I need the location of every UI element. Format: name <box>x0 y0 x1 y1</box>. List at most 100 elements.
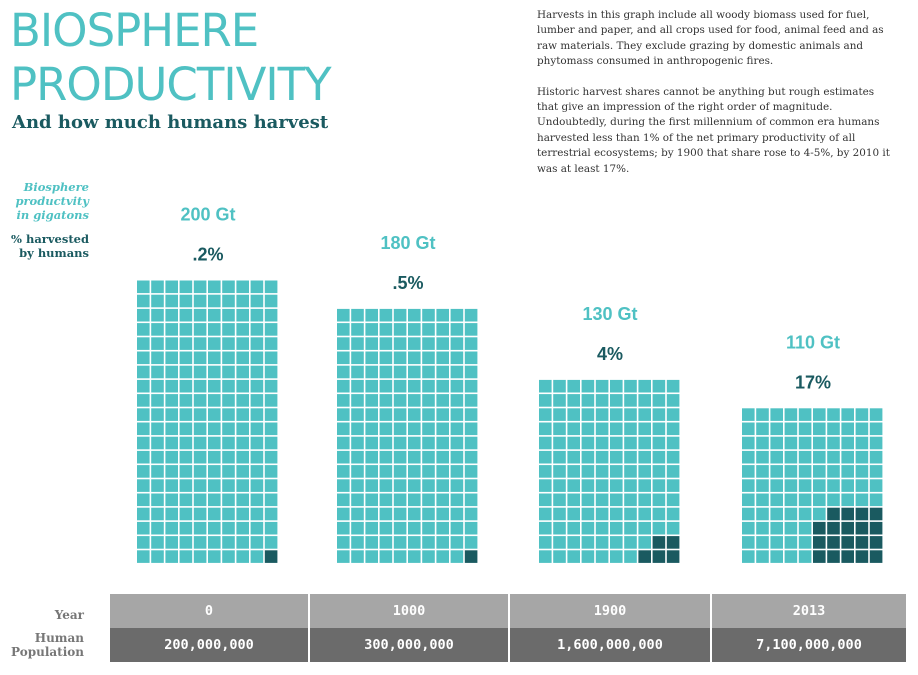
biomass-square <box>567 379 580 393</box>
biomass-square <box>151 493 164 507</box>
biomass-square <box>784 465 798 478</box>
biomass-square <box>869 436 883 450</box>
biomass-square <box>208 536 221 549</box>
biomass-square <box>393 379 407 393</box>
biomass-square <box>567 408 580 421</box>
harvested-square <box>264 550 278 563</box>
biomass-square <box>742 521 755 535</box>
biomass-square <box>464 351 478 365</box>
biomass-square <box>365 521 378 535</box>
biomass-square <box>351 450 364 464</box>
biomass-square <box>193 308 207 322</box>
legend-harvest-line-2: by humans <box>19 246 89 260</box>
biomass-square <box>151 294 164 308</box>
biomass-square <box>193 450 207 464</box>
biomass-square <box>553 465 566 478</box>
biomass-square <box>827 493 840 507</box>
biomass-square <box>827 422 840 436</box>
biomass-square <box>165 493 178 507</box>
biomass-square <box>595 379 609 393</box>
harvested-square <box>855 507 869 521</box>
biomass-square <box>595 479 609 492</box>
biomass-square <box>610 408 623 421</box>
biomass-square <box>151 479 164 492</box>
biomass-square <box>193 493 207 507</box>
biomass-square <box>137 323 150 336</box>
biomass-square <box>337 351 350 365</box>
biomass-square <box>137 493 150 507</box>
biomass-square <box>450 550 464 563</box>
biomass-square <box>337 308 350 322</box>
biomass-square <box>264 507 278 521</box>
biomass-square <box>193 536 207 549</box>
biomass-square <box>624 550 637 563</box>
legend-productivity-line-1: Biosphere <box>23 180 89 194</box>
biomass-square <box>137 479 150 492</box>
biomass-square <box>365 351 378 365</box>
biomass-square <box>464 450 478 464</box>
biomass-square <box>408 550 421 563</box>
biomass-square <box>595 394 609 407</box>
biomass-square <box>250 351 264 365</box>
biomass-square <box>151 308 164 322</box>
biomass-square <box>408 536 421 549</box>
biomass-square <box>610 550 623 563</box>
biomass-square <box>539 436 552 450</box>
biomass-square <box>393 323 407 336</box>
biomass-square <box>351 308 364 322</box>
biomass-square <box>165 394 178 407</box>
biomass-square <box>365 536 378 549</box>
harvested-square <box>827 536 840 549</box>
harvested-square <box>464 550 478 563</box>
biomass-square <box>179 422 193 436</box>
biomass-square <box>379 323 393 336</box>
biomass-square <box>208 337 221 350</box>
biomass-square <box>595 422 609 436</box>
biomass-square <box>827 465 840 478</box>
biomass-square <box>567 422 580 436</box>
biomass-square <box>222 337 235 350</box>
biomass-square <box>365 507 378 521</box>
biomass-square <box>151 323 164 336</box>
biomass-square <box>784 436 798 450</box>
biomass-square <box>742 408 755 421</box>
biomass-square <box>666 465 680 478</box>
productivity-label: 130 Gt <box>582 304 637 324</box>
biomass-square <box>408 479 421 492</box>
biomass-square <box>553 379 566 393</box>
biomass-square <box>208 323 221 336</box>
biomass-square <box>652 394 666 407</box>
biomass-square <box>264 479 278 492</box>
biomass-square <box>450 436 464 450</box>
biomass-square <box>379 550 393 563</box>
biomass-square <box>151 550 164 563</box>
biomass-square <box>610 507 623 521</box>
biomass-square <box>236 550 249 563</box>
biomass-square <box>236 536 249 549</box>
biomass-square <box>137 422 150 436</box>
biomass-square <box>179 351 193 365</box>
biomass-square <box>165 450 178 464</box>
biomass-square <box>638 379 651 393</box>
biomass-square <box>798 493 812 507</box>
biomass-square <box>770 450 783 464</box>
biomass-square <box>236 450 249 464</box>
biomass-square <box>450 337 464 350</box>
biomass-square <box>610 436 623 450</box>
biomass-square <box>179 521 193 535</box>
biomass-square <box>422 521 435 535</box>
biomass-square <box>450 479 464 492</box>
biomass-square <box>222 479 235 492</box>
biomass-square <box>208 493 221 507</box>
population-label-line-1: Human <box>34 631 84 645</box>
biomass-square <box>436 323 449 336</box>
biomass-square <box>137 379 150 393</box>
biomass-square <box>365 450 378 464</box>
harvested-square <box>869 521 883 535</box>
biomass-square <box>742 550 755 563</box>
biomass-square <box>436 479 449 492</box>
biomass-square <box>624 521 637 535</box>
biomass-square <box>193 365 207 379</box>
biomass-square <box>351 536 364 549</box>
harvested-square <box>813 536 826 549</box>
